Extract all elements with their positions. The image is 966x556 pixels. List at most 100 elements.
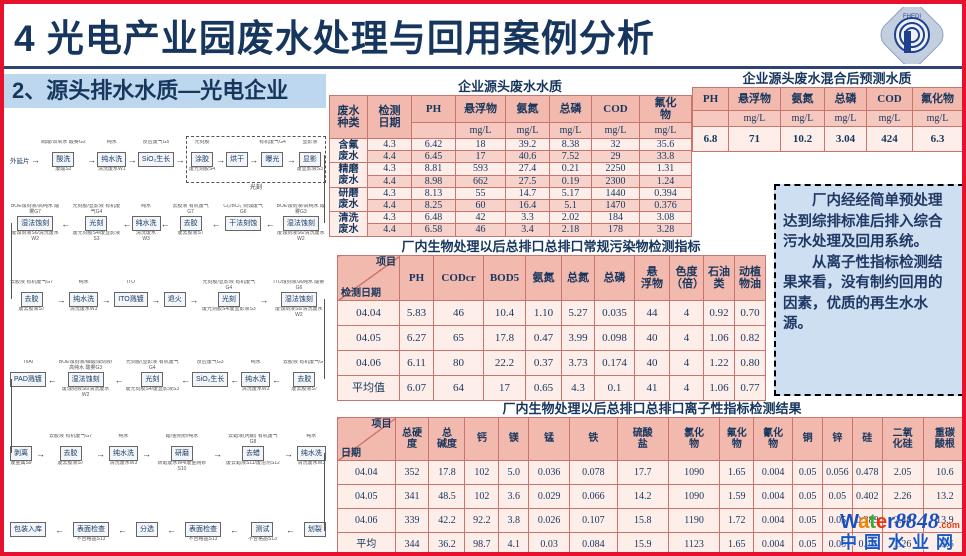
column-header: 铜	[792, 417, 823, 461]
value-cell: 0.066	[569, 484, 618, 509]
input-annotation: 光刻胶/显影液 有机废气G4	[72, 204, 121, 215]
flow-arrow-icon: ←	[230, 374, 240, 385]
category-cell: 含氟 废水	[329, 137, 368, 164]
header-row: 项目 日期 总硬 度总 碱度钙镁锰铁硫酸 盐氯化 物氟化 物氰化 物铜锌硅二氧 化硅…	[337, 417, 962, 461]
process-box: 纯水洗	[241, 372, 271, 387]
flow-connector	[324, 299, 325, 379]
process-box: 湿法蚀刻	[282, 216, 319, 231]
flowchart-row: BOE蚀刻液/高纯水 酸雾G7 湿法蚀刻 废蚀刻液S6/清洗废水W2 ← 光刻胶/显影液…	[10, 204, 326, 243]
process-node: 剥离 废金属S9	[10, 434, 32, 473]
header-row: PH 悬浮物 氨氮 总磷 COD 氟化物	[692, 87, 962, 111]
unit-cell	[692, 110, 729, 127]
process-box: 纯水洗	[69, 292, 99, 307]
table-row: 清洗 废水 4.3 6.48 42 3.3 2.02 184 3.08	[329, 211, 692, 237]
corner-cell: 项目 日期	[337, 417, 396, 461]
value-cell: 44	[634, 300, 670, 326]
date-cell: 平均值	[337, 375, 400, 401]
waste-annotation: 研磨废水W4/废金刚砂S10	[157, 461, 207, 472]
process-node: 光刻胶/显影液 有机废气G4 光刻 废光刻胶S4/废显影液S3	[71, 204, 121, 243]
waste-annotation: 废光刻胶S4/废显影液S3	[125, 387, 180, 392]
value-cell: 5.0	[498, 460, 530, 485]
process-node: Ti/Al PAD溅镀	[10, 360, 46, 399]
value-cell: 1.59	[719, 484, 755, 509]
waste-annotation: 废去胶液S7	[177, 231, 204, 236]
value-cell: 6.48	[411, 211, 456, 225]
process-box: 湿法蚀刻	[17, 216, 54, 231]
flow-arrow-icon: ←	[272, 374, 281, 385]
corner-bottom-label: 日期	[341, 447, 361, 459]
date-cell: 04.06	[337, 350, 400, 376]
corner-cell: 项目 检测日期	[337, 255, 400, 301]
column-header: 总 碱度	[428, 417, 466, 461]
value-cell: 5.17	[549, 186, 592, 200]
value-cell: 5.83	[399, 300, 434, 326]
process-box: 烘干	[226, 152, 249, 167]
process-box: 纯水洗	[131, 216, 161, 231]
column-header: 硅	[851, 417, 883, 461]
value-cell: 42.2	[428, 508, 466, 533]
unit-cell	[411, 122, 456, 139]
value-cell: 8.98	[411, 174, 456, 188]
column-header: 总硬 度	[394, 417, 430, 461]
value-cell: 40.6	[505, 150, 550, 164]
flow-arrow-icon: →	[30, 154, 40, 165]
value-cell: 29	[591, 150, 640, 164]
process-box: 干法刻蚀	[225, 216, 262, 231]
process-box: 湿法蚀刻	[67, 372, 104, 387]
input-annotation: 去蜡液(丙酮) 有机废气G8	[228, 434, 278, 445]
process-box: 纯水洗	[296, 446, 326, 461]
value-cell: 4.4	[367, 198, 412, 213]
header-row: 废水 种类 检测 日期 PH 悬浮物 氨氮 总磷 COD 氟化 物	[329, 95, 692, 139]
column-header: BOD5	[483, 255, 526, 301]
value-cell: 3.73	[561, 350, 595, 376]
value-cell: 6.45	[411, 150, 456, 164]
value-cell: 1.65	[719, 532, 755, 552]
value-cell: 344	[394, 532, 430, 552]
value-cell: 0.026	[528, 508, 571, 533]
category-cell: 研磨 废水	[329, 186, 368, 213]
process-box: SiO₂生长	[137, 152, 175, 167]
process-node: 纯水 纯水洗 清洗废水W3	[131, 204, 161, 243]
process-node: 光刻胶/显影液 有机废气G4 光刻 废光刻胶S4/废显影液S3	[125, 360, 180, 399]
value-cell: 32	[591, 137, 640, 152]
value-cell: 593	[455, 162, 506, 176]
process-node: 纯水 纯水洗 清洗废水W1	[97, 140, 127, 179]
flowchart-row: Ti/Al PAD溅镀 ← BOE蚀刻液/磷酸蚀刻液/高纯水 酸雾G3 湿法蚀刻 废蚀刻液…	[10, 360, 326, 399]
flow-start-label: 外延片	[10, 157, 30, 165]
flow-arrow-icon: →	[175, 154, 185, 165]
waste-annotation: 废去蜡液S11/废溶剂S12	[226, 461, 280, 466]
value-cell: 4.4	[367, 150, 412, 164]
unit-cell: mg/L	[824, 110, 867, 127]
process-box: 去胶	[179, 216, 202, 231]
table-header: 项目 日期 总硬 度总 碱度钙镁锰铁硫酸 盐氯化 物氟化 物氰化 物铜锌硅二氧 化硅…	[337, 417, 962, 461]
process-box: 分选	[136, 522, 158, 537]
flow-arrow-icon: →	[96, 448, 106, 459]
input-annotation: 纯水	[106, 140, 117, 145]
section-subtitle: 2、源头排水水质—光电企业	[4, 74, 326, 108]
value-cell: 3.08	[639, 211, 692, 225]
process-box: 研磨	[170, 446, 193, 461]
process-box: 纯水洗	[109, 446, 138, 461]
input-annotation: 光刻胶/显影液 有机废气G4	[202, 280, 256, 291]
table-row: 04.06 6.11 80 22.2 0.37 3.73 0.174 40 4 1.22 0.80	[337, 350, 766, 376]
flowchart-row: 包装入库 ← 表面检查 不合格品S13 ← 分选 ← 表面检查 不合格品S13 ← 测试 不合格品S1…	[10, 510, 326, 549]
process-box: 湿法蚀刻	[280, 292, 317, 307]
value-cell: 6.11	[399, 350, 434, 376]
column-header: 总磷	[594, 255, 635, 301]
value-cell: 352	[394, 460, 430, 485]
value-cell: 0.174	[594, 350, 635, 376]
process-box: 显影	[298, 152, 321, 167]
value-cell: 0.004	[753, 532, 794, 552]
value-cell: 65	[433, 325, 484, 351]
value-cell: 36.2	[428, 532, 466, 552]
table-row: 04.04 352 17.8 102 5.0 0.036 0.078 17.7 1090 1.65…	[337, 460, 962, 485]
value-cell: 7.52	[549, 150, 592, 164]
input-annotation: Cl₂/BCl₃ 刻蚀废气G6	[223, 204, 263, 215]
value-cell: 2.02	[549, 211, 592, 225]
note-paragraph-2: 从离子性指标检测结果来看，没有制约回用的因素，优质的再生水水源。	[783, 254, 943, 333]
column-header: 总氮	[561, 255, 595, 301]
column-header: 氟化 物	[719, 417, 755, 461]
waste-annotation: 清洗废水W3	[297, 461, 326, 466]
value-cell: 0.004	[753, 460, 794, 485]
source-water-table-wrap: 企业源头废水水质 废水 种类 检测 日期 PH 悬浮物 氨氮 总磷 COD 氟化 物 mg/L m…	[329, 80, 692, 237]
